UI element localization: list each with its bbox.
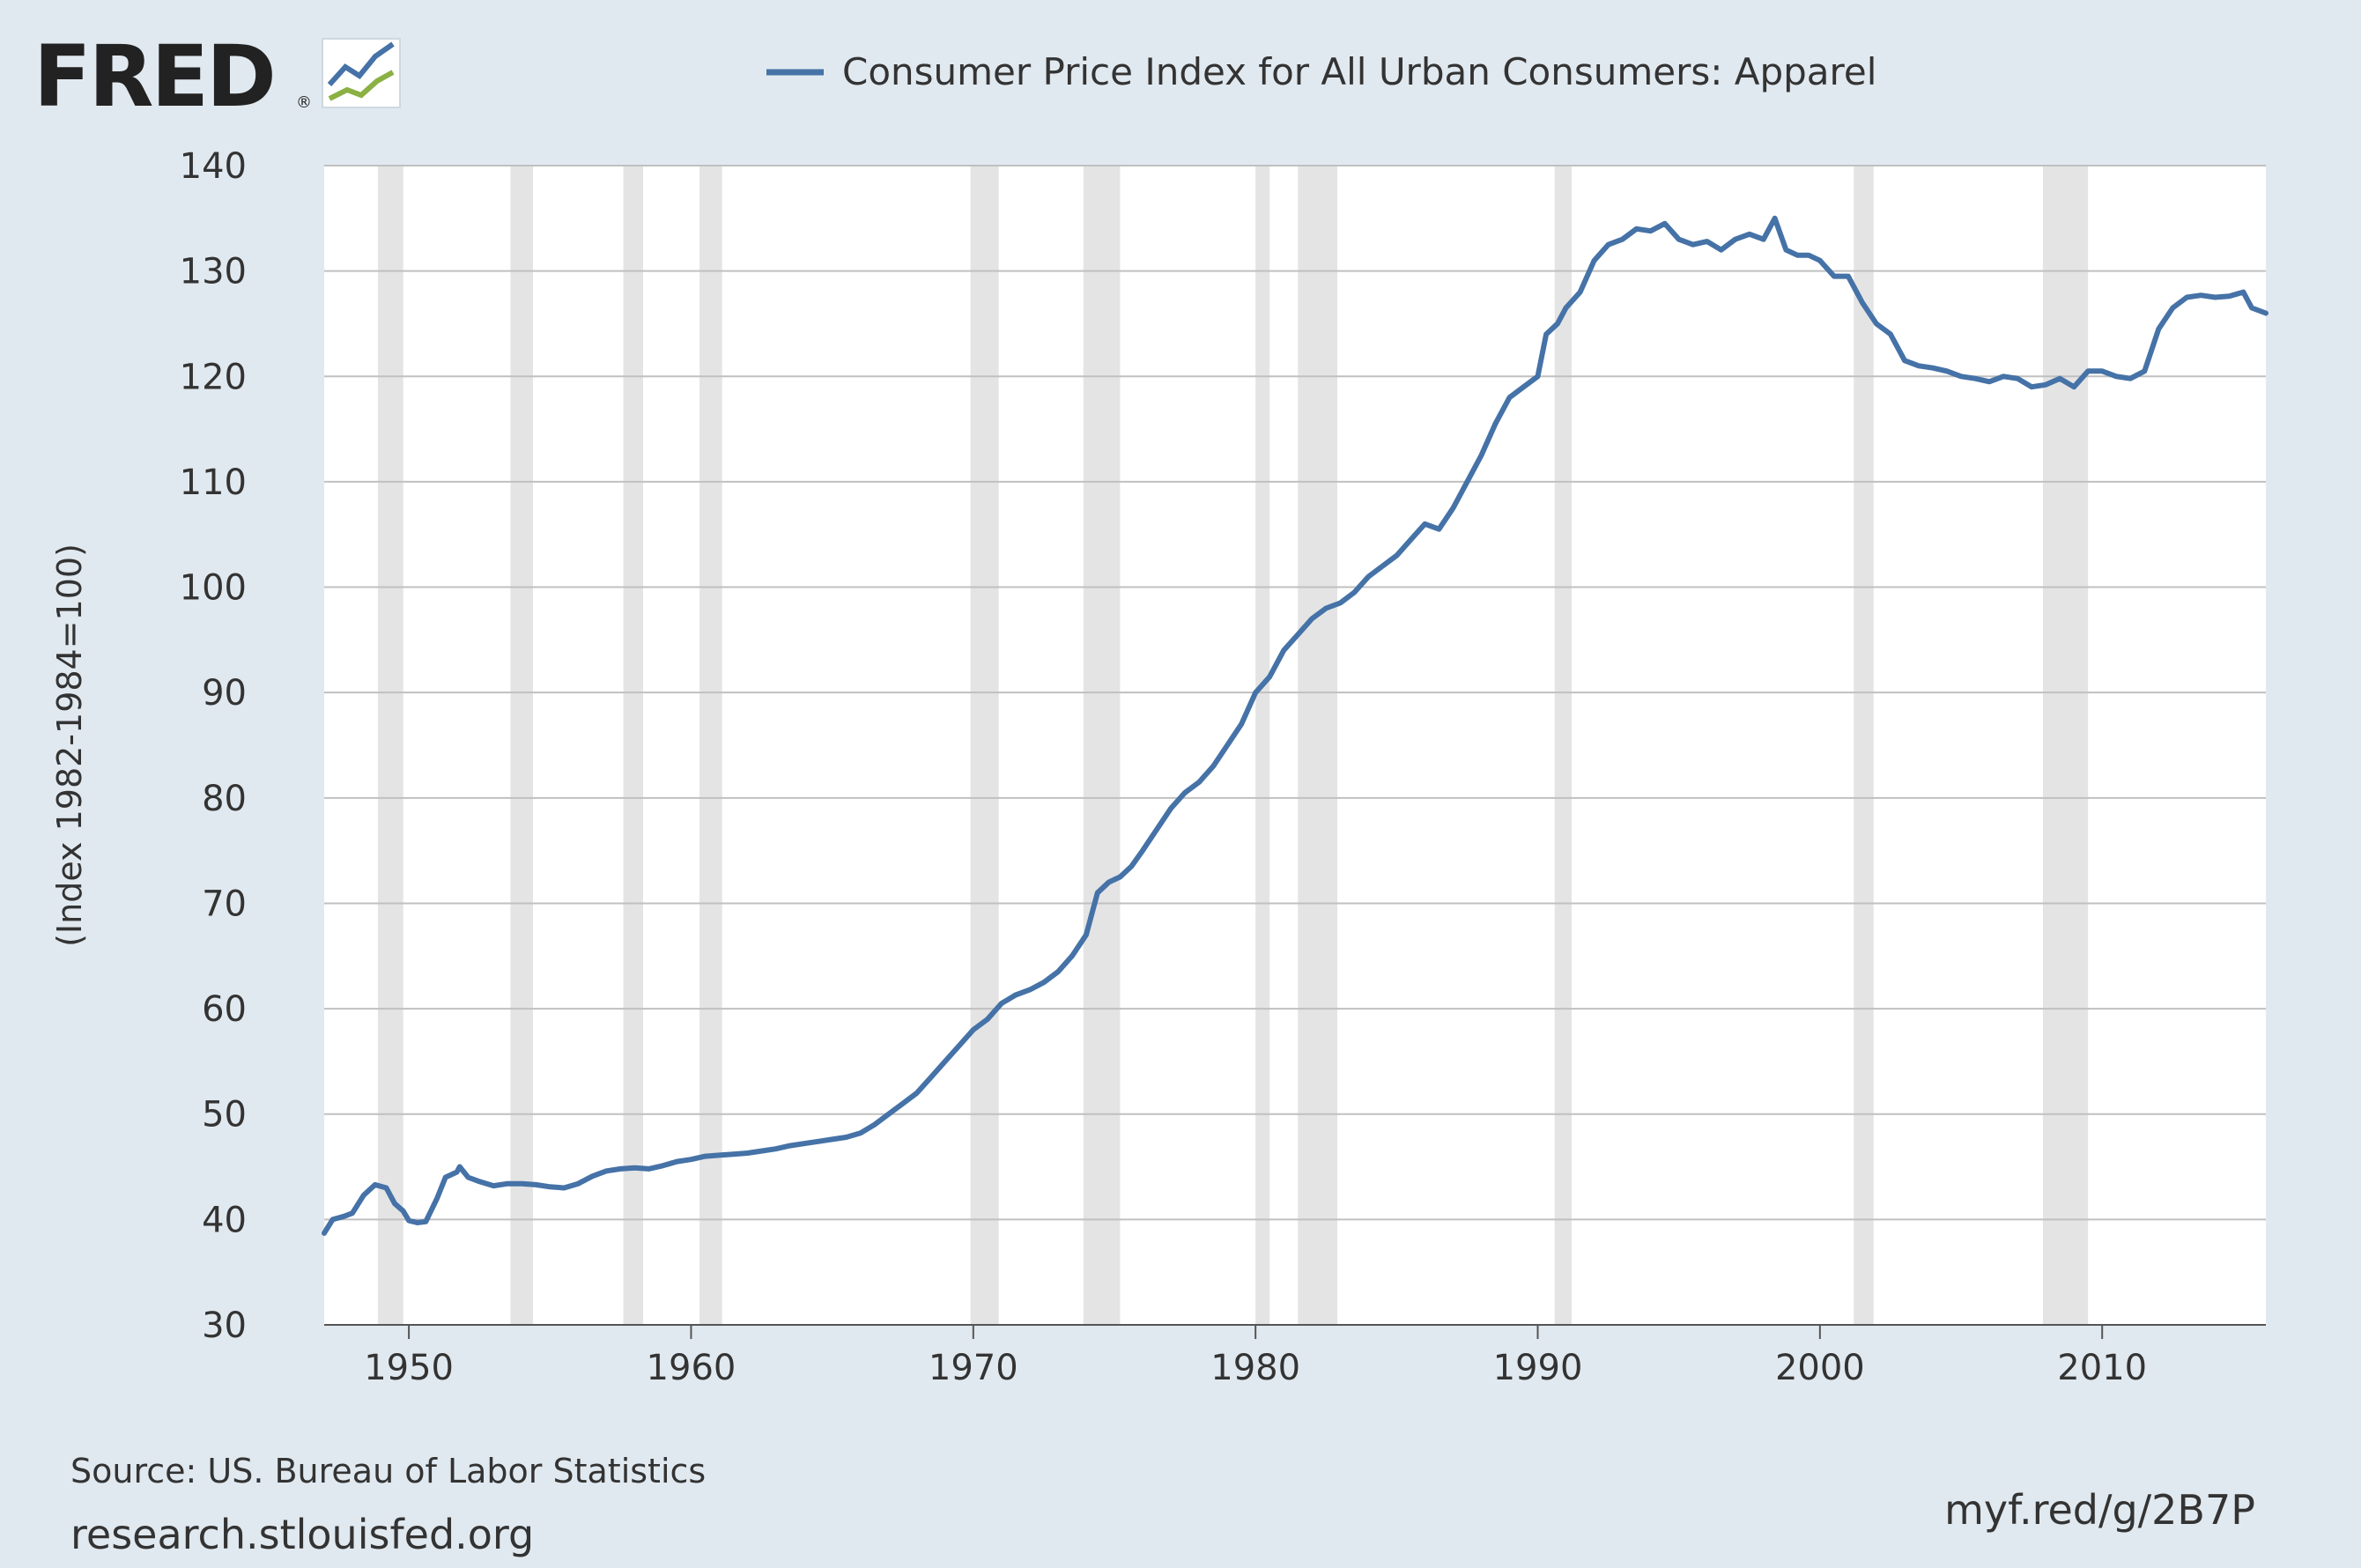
recession-bar-4 — [699, 166, 722, 1325]
x-tick-label-1970: 1970 — [929, 1348, 1018, 1388]
recession-bar-6 — [1083, 166, 1121, 1325]
x-tick-label-1980: 1980 — [1210, 1348, 1300, 1388]
chart-legend: Consumer Price Index for All Urban Consu… — [766, 50, 1876, 93]
fred-logo[interactable]: FRED ® — [33, 27, 401, 126]
recession-shading-layer — [377, 166, 2089, 1325]
source-note: Source: US. Bureau of Labor Statistics — [70, 1452, 706, 1490]
y-tick-label-120: 120 — [180, 357, 247, 397]
recession-bar-11 — [2042, 166, 2089, 1325]
fred-logo-registered-mark: ® — [296, 93, 312, 112]
y-tick-label-140: 140 — [180, 146, 247, 187]
series-layer — [322, 215, 2268, 1236]
recession-bar-8 — [1298, 166, 1338, 1325]
y-axis-ticks: 30 40 50 60 70 80 90 100 110 120 130 140 — [180, 146, 247, 1346]
recession-bar-5 — [970, 166, 999, 1325]
x-tick-label-2010: 2010 — [2057, 1348, 2147, 1388]
x-tick-label-1950: 1950 — [364, 1348, 454, 1388]
x-tick-label-1960: 1960 — [647, 1348, 736, 1388]
short-url-link[interactable]: myf.red/g/2B7P — [1944, 1486, 2255, 1534]
y-tick-label-100: 100 — [180, 568, 247, 609]
fred-logo-text: FRED — [33, 27, 274, 126]
y-tick-label-130: 130 — [180, 252, 247, 292]
recession-bar-3 — [623, 166, 643, 1325]
recession-bar-10 — [1854, 166, 1874, 1325]
y-tick-label-90: 90 — [202, 673, 247, 714]
fred-logo-graph-icon — [322, 38, 401, 108]
recession-bar-1 — [377, 166, 403, 1325]
y-tick-label-40: 40 — [202, 1200, 247, 1240]
recession-bar-7 — [1255, 166, 1270, 1325]
plot-area — [324, 166, 2266, 1325]
x-axis-ticks: 1950 1960 1970 1980 1990 2000 2010 — [364, 1325, 2147, 1388]
y-tick-label-30: 30 — [202, 1305, 247, 1346]
y-tick-label-110: 110 — [180, 462, 247, 503]
y-axis-label: (Index 1982-1984=100) — [50, 544, 89, 947]
x-tick-label-1990: 1990 — [1493, 1348, 1583, 1388]
site-link[interactable]: research.stlouisfed.org — [70, 1511, 534, 1558]
series-line-1 — [322, 215, 2268, 1236]
recession-bar-9 — [1554, 166, 1572, 1325]
recession-bar-2 — [510, 166, 534, 1325]
legend-series-label: Consumer Price Index for All Urban Consu… — [842, 50, 1876, 93]
y-tick-label-70: 70 — [202, 884, 247, 924]
y-tick-label-80: 80 — [202, 779, 247, 819]
x-tick-label-2000: 2000 — [1775, 1348, 1865, 1388]
y-tick-label-60: 60 — [202, 989, 247, 1030]
y-tick-label-50: 50 — [202, 1095, 247, 1135]
